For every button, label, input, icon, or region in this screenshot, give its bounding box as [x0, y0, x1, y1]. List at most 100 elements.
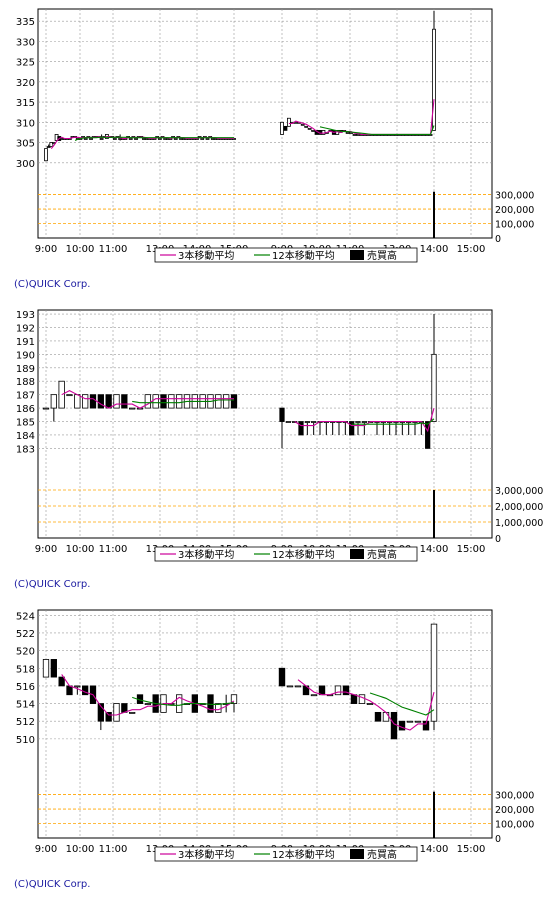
candle [287, 117, 291, 127]
candle [205, 138, 210, 140]
candle [74, 394, 81, 409]
volume-tick-label: 200,000 [495, 205, 534, 216]
x-tick-label: 14:00 [420, 544, 449, 555]
candle [230, 694, 238, 704]
candle [278, 667, 286, 687]
price-tick-label: 315 [16, 98, 35, 109]
candle [152, 394, 159, 409]
legend-volume-label: 売買高 [367, 249, 397, 262]
price-tick-label: 310 [16, 118, 35, 129]
candle [215, 394, 222, 409]
price-tick-label: 191 [16, 337, 35, 348]
candle [44, 148, 48, 162]
price-tick-label: 185 [16, 418, 35, 429]
plot-frame [37, 309, 493, 539]
candle [311, 129, 315, 132]
legend-volume-swatch [350, 250, 364, 260]
candle [345, 132, 350, 134]
volume-tick-label: 1,000,000 [495, 518, 543, 529]
candle [58, 380, 65, 409]
legend-volume-label: 売買高 [367, 548, 397, 561]
candle [129, 407, 136, 410]
legend-ma12-label: 12本移動平均 [272, 249, 335, 262]
candle [50, 394, 57, 409]
price-tick-label: 190 [16, 350, 35, 361]
candle [129, 711, 136, 714]
candle [286, 685, 294, 688]
candle [311, 421, 317, 423]
ma12-line [132, 696, 235, 706]
x-tick-label: 11:00 [99, 544, 128, 555]
candle [144, 394, 151, 409]
candle [207, 694, 214, 713]
copyright-text-2: (C)QUICK Corp. [14, 579, 91, 590]
x-tick-label: 10:00 [66, 244, 95, 255]
volume-tick-label: 100,000 [495, 220, 534, 231]
candle [223, 394, 230, 409]
volume-tick-label: 0 [495, 834, 501, 845]
candle [374, 711, 382, 722]
price-tick-label: 514 [16, 700, 35, 711]
legend: 3本移動平均 12本移動平均 売買高 [154, 846, 418, 862]
candle [173, 138, 178, 140]
candle [361, 421, 367, 423]
candle [66, 394, 73, 397]
volume-tick-label: 2,000,000 [495, 502, 543, 513]
candle [230, 394, 238, 409]
candle [82, 685, 89, 696]
chart-panel-1: 9:0010:0011:0013:0014:0015:009:0010:0011… [16, 8, 534, 263]
legend-ma3-label: 3本移動平均 [178, 548, 234, 561]
candle [304, 125, 309, 128]
candle [144, 703, 151, 705]
candle [366, 703, 374, 705]
candle [358, 694, 366, 704]
candle [49, 142, 54, 147]
candle [431, 353, 437, 422]
legend-ma3-label: 3本移動平均 [178, 249, 234, 262]
candle [430, 623, 438, 722]
candle [105, 394, 112, 409]
ma12-line [74, 136, 234, 142]
candle [300, 123, 305, 126]
volume-tick-label: 0 [495, 234, 501, 245]
x-tick-label: 10:00 [66, 544, 95, 555]
x-tick-label: 11:00 [99, 244, 128, 255]
candle [390, 711, 398, 740]
legend-volume-swatch [350, 549, 364, 559]
price-tick-label: 300 [16, 159, 35, 170]
price-tick-label: 518 [16, 664, 35, 675]
candle [355, 421, 361, 423]
plot-frame [37, 609, 493, 839]
candle [382, 711, 390, 722]
candle [285, 421, 291, 423]
volume-tick-label: 300,000 [495, 191, 534, 202]
ma3-line [61, 674, 235, 716]
price-tick-label: 325 [16, 58, 35, 69]
legend-ma3-label: 3本移動平均 [178, 848, 234, 861]
candle [283, 125, 288, 131]
ma12-line [351, 418, 435, 425]
candle [298, 421, 304, 436]
candle [307, 127, 312, 130]
candle [425, 421, 431, 449]
legend: 3本移動平均 12本移動平均 売買高 [154, 546, 418, 562]
candle [176, 394, 183, 409]
candle [42, 407, 50, 410]
x-tick-label: 11:00 [99, 844, 128, 855]
candle [97, 394, 104, 409]
candle [97, 703, 104, 722]
candle [82, 394, 89, 409]
candle [113, 703, 120, 722]
x-tick-label: 9:00 [35, 544, 57, 555]
x-tick-label: 15:00 [457, 844, 486, 855]
ma12-line [319, 125, 435, 135]
price-tick-label: 516 [16, 682, 35, 693]
candle [334, 685, 342, 696]
x-tick-label: 10:00 [66, 844, 95, 855]
candle [89, 394, 97, 409]
candle [350, 694, 358, 704]
x-tick-label: 9:00 [35, 844, 57, 855]
price-tick-label: 305 [16, 139, 35, 150]
price-tick-label: 193 [16, 310, 35, 321]
